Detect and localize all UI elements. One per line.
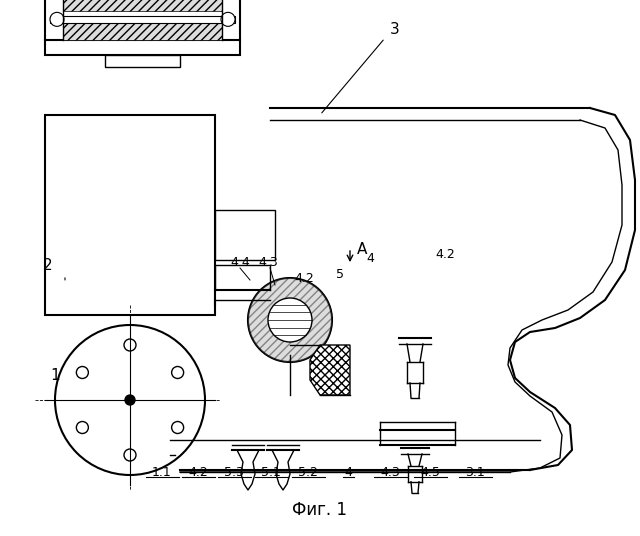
- Text: 5.3: 5.3: [224, 466, 244, 479]
- Bar: [63, 23, 222, 40]
- Polygon shape: [310, 345, 350, 395]
- Bar: [45, 40, 240, 55]
- Circle shape: [125, 395, 135, 405]
- Text: A: A: [357, 242, 367, 257]
- Text: 5.1: 5.1: [261, 466, 281, 479]
- Bar: [215, 210, 275, 260]
- Text: Фиг. 1: Фиг. 1: [292, 501, 348, 519]
- Bar: [63, 0, 222, 11]
- Text: 5: 5: [336, 267, 344, 280]
- Text: 1: 1: [50, 368, 60, 383]
- Circle shape: [221, 12, 235, 26]
- Text: 5.2: 5.2: [298, 466, 318, 479]
- Bar: [50, 16, 235, 23]
- Circle shape: [268, 298, 312, 342]
- Bar: [45, 115, 215, 315]
- Circle shape: [248, 278, 332, 362]
- Text: 4.3: 4.3: [258, 256, 278, 269]
- Text: 1.1: 1.1: [152, 466, 172, 479]
- Text: 4.2: 4.2: [188, 466, 208, 479]
- Text: 4.2: 4.2: [294, 272, 314, 285]
- Text: 4: 4: [366, 251, 374, 264]
- Text: 2: 2: [43, 257, 53, 272]
- Text: 4.4: 4.4: [230, 256, 250, 269]
- Text: 4: 4: [344, 466, 352, 479]
- Circle shape: [50, 12, 64, 26]
- Text: 4.5: 4.5: [420, 466, 440, 479]
- Text: 3.1: 3.1: [465, 466, 485, 479]
- Text: 4.3: 4.3: [380, 466, 400, 479]
- Bar: [105, 55, 180, 67]
- Text: 3: 3: [390, 23, 400, 38]
- Text: 4.2: 4.2: [435, 248, 455, 260]
- Circle shape: [248, 278, 332, 362]
